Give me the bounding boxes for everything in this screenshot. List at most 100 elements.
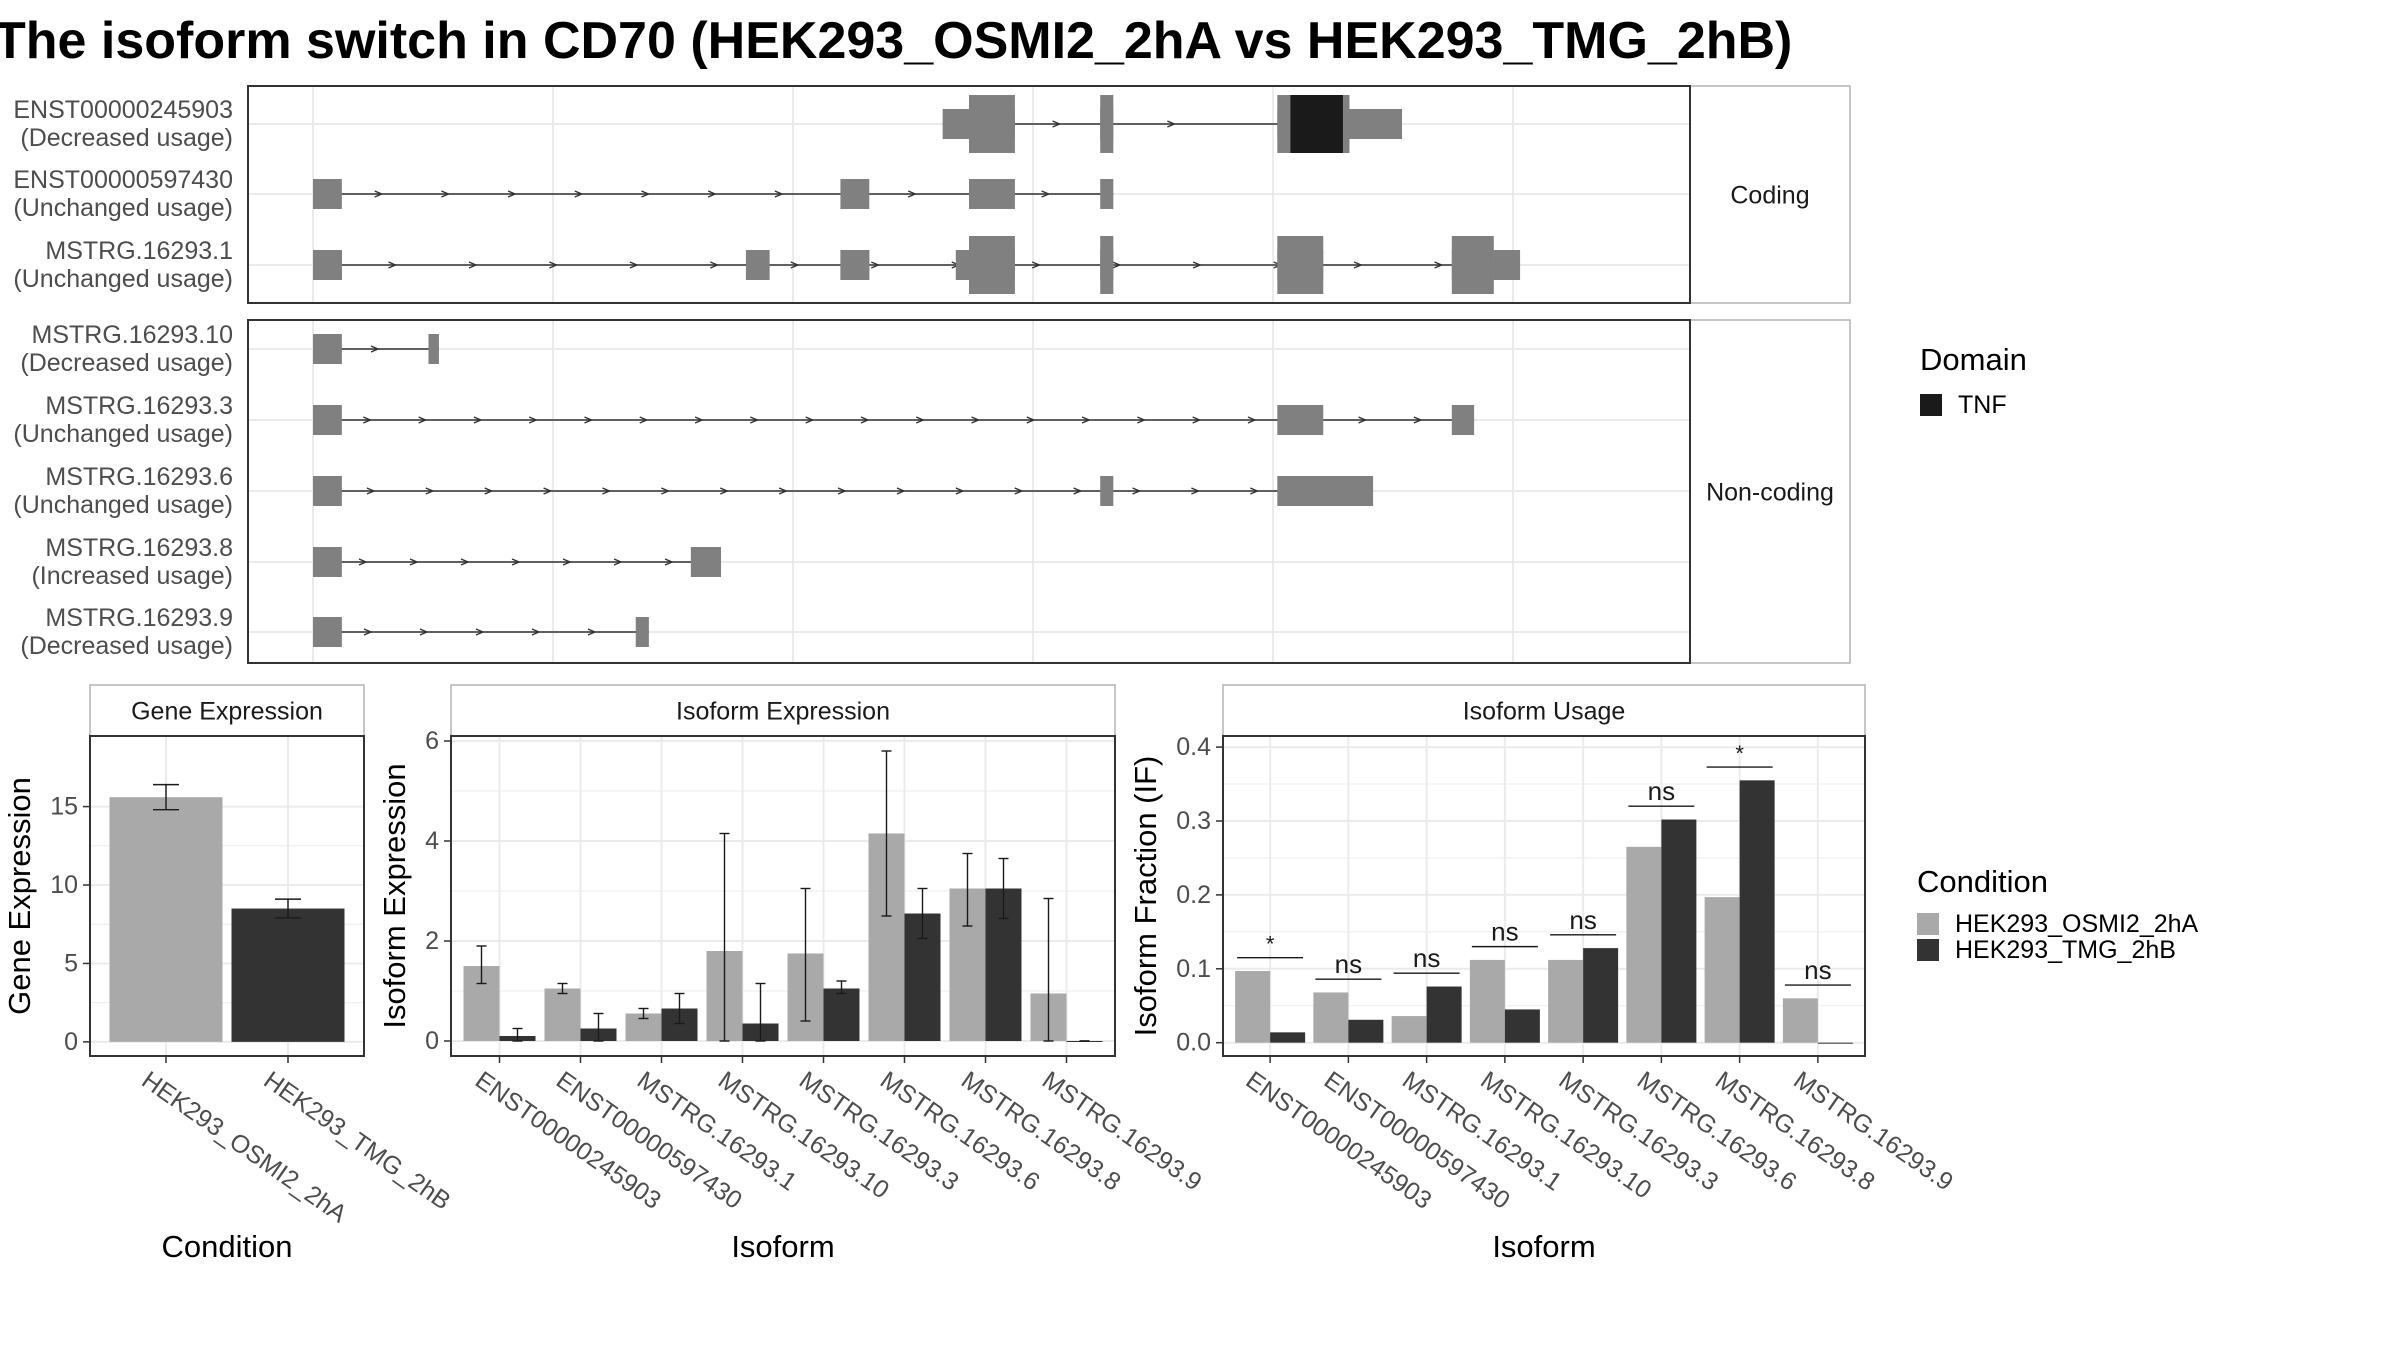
chart-title: Gene Expression <box>131 698 323 726</box>
intron-arrow <box>425 487 435 495</box>
significance-label: ns <box>1335 949 1362 979</box>
transcript-id-label: MSTRG.16293.6 <box>45 463 233 491</box>
cds-block <box>969 236 1015 294</box>
intron-arrow <box>1192 416 1202 424</box>
intron-arrow <box>511 558 521 566</box>
cds-block <box>1277 236 1324 294</box>
intron-arrow <box>1413 416 1423 424</box>
utr-block <box>942 109 969 139</box>
exon-block <box>635 617 649 647</box>
y-tick-label: 0 <box>425 1027 439 1055</box>
y-tick-label: 5 <box>64 949 78 977</box>
intron-arrow <box>661 487 671 495</box>
x-tick-label-hek293-osmi2-2ha: HEK293_OSMI2_2hA <box>137 1066 353 1229</box>
facet-strip <box>1689 85 1851 304</box>
y-tick-label: 4 <box>425 827 439 855</box>
intron-arrow <box>778 487 788 495</box>
transcript-usage-label: (Unchanged usage) <box>13 194 233 222</box>
intron-arrow <box>664 558 674 566</box>
intron-arrow <box>358 558 368 566</box>
bar-mstrg-16293-1-hek293-tmg-2hb <box>1426 986 1462 1043</box>
transcript-id-label: MSTRG.16293.8 <box>45 534 233 562</box>
y-tick-label: 2 <box>425 927 439 955</box>
chart-strip <box>1222 684 1866 737</box>
exon-block <box>313 547 342 577</box>
significance-label: ns <box>1413 943 1440 973</box>
facet-strip <box>1689 319 1851 664</box>
intron-arrow <box>750 416 760 424</box>
utr-block <box>313 250 342 280</box>
transcript-usage-label: (Decreased usage) <box>20 632 233 660</box>
utr-block <box>955 250 969 280</box>
y-axis-title: Isoform Fraction (IF) <box>1128 756 1163 1037</box>
bar-mstrg-16293-8-hek293-tmg-2hb <box>1739 780 1775 1043</box>
transcript-usage-label: (Increased usage) <box>31 562 233 590</box>
intron-arrow <box>1192 261 1202 269</box>
exon-block <box>969 179 1015 209</box>
x-axis-title: Isoform <box>1492 1229 1595 1264</box>
transcript-enst00000597430: ENST00000597430(Unchanged usage) <box>13 166 1690 222</box>
chart-panel-border <box>450 735 1116 1057</box>
intron-arrow <box>710 261 720 269</box>
legend-condition-label: HEK293_OSMI2_2hA <box>1955 910 2199 938</box>
chart-panel-border <box>1222 735 1866 1057</box>
y-tick-label: 10 <box>50 871 78 899</box>
intron-arrow <box>370 345 380 353</box>
cds-block <box>1100 236 1114 294</box>
exon-block <box>1277 405 1324 435</box>
bar-enst00000597430-hek293-osmi2-2ha <box>1313 992 1349 1043</box>
transcript-usage-label: (Unchanged usage) <box>13 491 233 519</box>
intron-arrow <box>584 416 594 424</box>
x-axis-title: Condition <box>162 1229 293 1264</box>
bar-hek293-osmi2-2ha-value <box>109 797 223 1042</box>
chart-title: Isoform Usage <box>1463 698 1626 726</box>
facet-panel-border <box>247 85 1691 304</box>
intron-arrow <box>1167 120 1177 128</box>
exon-block <box>428 334 439 364</box>
intron-arrow <box>1247 416 1257 424</box>
significance-label: * <box>1266 932 1275 957</box>
intron-arrow <box>441 190 451 198</box>
transcript-usage-label: (Decreased usage) <box>20 349 233 377</box>
exon-block <box>1100 179 1114 209</box>
exon-block <box>313 334 342 364</box>
bar-enst00000597430-hek293-osmi2-2ha <box>544 988 581 1041</box>
utr-block <box>1349 109 1402 139</box>
bar-mstrg-16293-3-hek293-osmi2-2ha <box>1548 959 1584 1043</box>
bar-mstrg-16293-9-hek293-osmi2-2ha <box>1782 998 1818 1043</box>
x-axis-title: Isoform <box>731 1229 834 1264</box>
intron-arrow <box>543 487 553 495</box>
y-tick-label: 0.1 <box>1176 955 1211 983</box>
intron-arrow <box>1041 190 1051 198</box>
y-axis-title: Gene Expression <box>2 777 37 1015</box>
intron-arrow <box>1112 261 1122 269</box>
transcript-id-label: ENST00000597430 <box>13 166 233 194</box>
intron-arrow <box>363 628 373 636</box>
intron-arrow <box>860 416 870 424</box>
transcript-mstrg-16293-6: MSTRG.16293.6(Unchanged usage) <box>13 463 1690 519</box>
bar-mstrg-16293-3-hek293-tmg-2hb <box>823 988 860 1041</box>
domain-block-tnf <box>1290 95 1343 153</box>
legend-condition-title: Condition <box>1917 864 2048 899</box>
cds-block <box>1100 95 1114 153</box>
transcript-id-label: MSTRG.16293.3 <box>45 392 233 420</box>
intron-arrow <box>1031 261 1041 269</box>
intron-arrow <box>388 261 398 269</box>
transcript-id-label: MSTRG.16293.10 <box>32 321 234 349</box>
intron-arrow <box>549 261 559 269</box>
transcript-usage-label: (Unchanged usage) <box>13 265 233 293</box>
intron-arrow <box>574 190 584 198</box>
intron-arrow <box>1052 120 1062 128</box>
bar-mstrg-16293-1-hek293-osmi2-2ha <box>1391 1016 1427 1043</box>
legend-condition-key <box>1917 913 1939 935</box>
y-tick-label: 0.2 <box>1176 881 1211 909</box>
exon-block <box>1451 405 1475 435</box>
facet-panel-border <box>247 319 1691 664</box>
intron-arrow <box>641 190 651 198</box>
intron-arrow <box>1353 261 1363 269</box>
intron-arrow <box>1014 487 1024 495</box>
bar-mstrg-16293-3-hek293-tmg-2hb <box>1583 948 1619 1043</box>
bar-mstrg-16293-9-hek293-tmg-2hb <box>1817 1042 1853 1044</box>
